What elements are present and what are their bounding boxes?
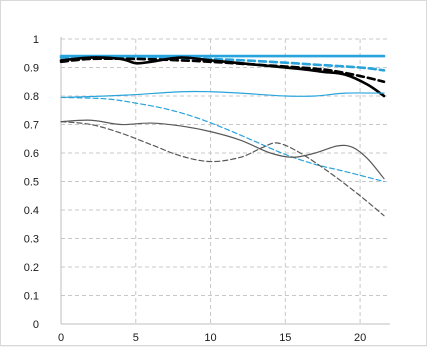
x-tick-label: 15 xyxy=(279,332,291,344)
y-tick-label: 0.7 xyxy=(24,120,39,132)
series-line-8 xyxy=(60,121,385,217)
y-tick-label: 0.8 xyxy=(24,91,39,103)
y-tick-label: 0.2 xyxy=(24,262,39,274)
x-tick-label: 0 xyxy=(58,332,64,344)
y-tick-label: 1 xyxy=(33,34,39,46)
series-line-5 xyxy=(60,90,385,99)
axis-layer xyxy=(60,37,390,325)
x-tick-label: 20 xyxy=(354,332,366,344)
series-line-2 xyxy=(59,56,386,72)
series-line-4 xyxy=(59,57,386,84)
y-tick-label: 0.4 xyxy=(24,205,39,217)
x-tick-label: 10 xyxy=(204,332,216,344)
grid-layer xyxy=(61,38,390,324)
y-tick-label: 0.6 xyxy=(24,148,39,160)
y-tick-label: 0 xyxy=(33,319,39,331)
series-line-7 xyxy=(60,119,385,180)
x-tick-label: 5 xyxy=(133,332,139,344)
series-layer xyxy=(59,54,386,217)
series-line-6 xyxy=(60,96,385,183)
y-tick-label: 0.9 xyxy=(24,63,39,75)
y-tick-label: 0.5 xyxy=(24,177,39,189)
y-tick-label: 0.3 xyxy=(24,234,39,246)
y-tick-label: 0.1 xyxy=(24,291,39,303)
tick-label-layer: 00.10.20.30.40.50.60.70.80.910 5 10 15 20 xyxy=(24,34,367,344)
